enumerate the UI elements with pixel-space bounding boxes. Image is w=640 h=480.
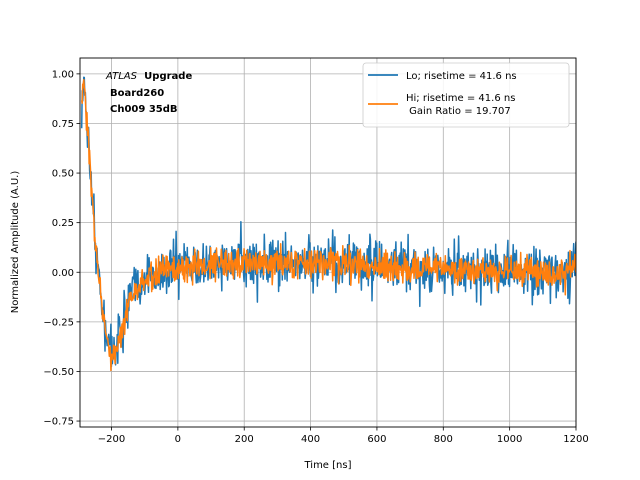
x-tick-label: 1200 (563, 434, 588, 445)
annotation-bold: Upgrade (144, 71, 192, 82)
legend-label-hi-line: Gain Ratio = 19.707 (406, 106, 511, 117)
y-tick-label: −0.75 (43, 417, 74, 428)
y-tick-label: 0.50 (52, 169, 74, 180)
axes-frame (79, 57, 577, 428)
annotation-line-3: Ch009 35dB (110, 104, 178, 115)
legend-label-hi: Hi; risetime = 41.6 ns Gain Ratio = 19.7… (406, 93, 515, 117)
y-axis-label: Normalized Amplitude (A.U.) (10, 171, 21, 314)
y-tick-label: 0.25 (52, 218, 74, 229)
x-axis-label: Time [ns] (303, 460, 351, 471)
annotation-line-2: Board260 (110, 88, 164, 99)
legend-label-lo: Lo; risetime = 41.6 ns (406, 71, 517, 82)
ticks: −200 0 200 400 600 800 1000 1200 −0.75 −0.50 −0.25… (43, 69, 588, 445)
legend: Lo; risetime = 41.6 ns Hi; risetime = 41… (362, 62, 570, 128)
x-tick-label: 0 (175, 434, 181, 445)
series-line-hi (80, 78, 576, 372)
x-tick-label: 600 (367, 434, 386, 445)
y-tick-label: 0.00 (52, 268, 74, 279)
y-tick-label: −0.25 (43, 317, 74, 328)
x-tick-label: 400 (301, 434, 320, 445)
x-tick-label: 1000 (497, 434, 522, 445)
x-tick-label: 800 (434, 434, 453, 445)
y-tick-label: 0.75 (52, 119, 74, 130)
legend-box (362, 62, 570, 128)
y-tick-label: −0.50 (43, 367, 74, 378)
legend-label-hi-line: Hi; risetime = 41.6 ns (406, 93, 515, 104)
annotation-line-1: ATLAS Upgrade (105, 71, 192, 82)
x-tick-label: −200 (98, 434, 125, 445)
annotation-italic: ATLAS (105, 71, 138, 82)
annotation: ATLAS Upgrade Board260 Ch009 35dB (105, 71, 192, 115)
x-tick-label: 200 (235, 434, 254, 445)
series-layer (80, 76, 576, 372)
y-tick-label: 1.00 (52, 69, 74, 80)
